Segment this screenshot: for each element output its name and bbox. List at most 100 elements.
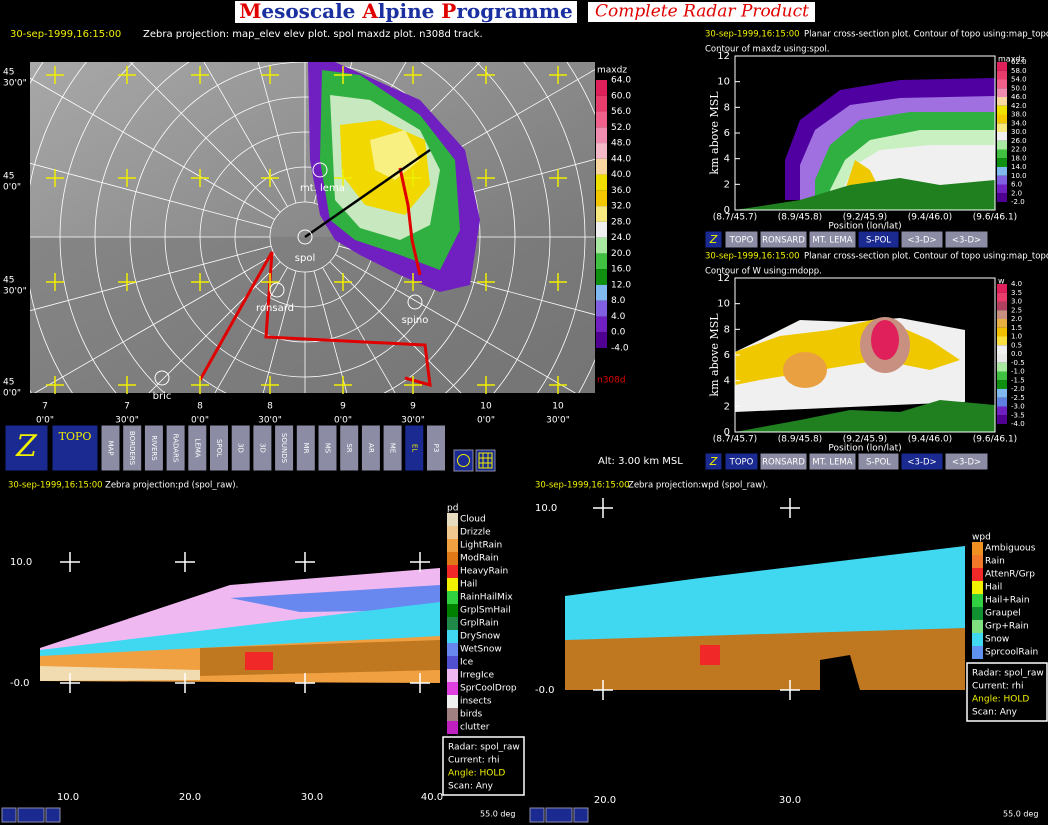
toolbar-button[interactable] — [209, 424, 229, 472]
section-button[interactable] — [857, 230, 900, 249]
panel-button[interactable] — [529, 807, 545, 823]
x-tick-label: (8.7/45.7) — [713, 213, 757, 223]
colorbar-label: 28.0 — [611, 217, 631, 227]
panel-button[interactable] — [17, 807, 45, 823]
grid-cross — [191, 66, 209, 84]
legend-swatch — [447, 552, 458, 565]
toolbar-button[interactable] — [143, 424, 164, 472]
colorbar-label: 38.0 — [1011, 111, 1027, 119]
status-line: Radar: spol_raw — [448, 743, 520, 753]
section-button[interactable] — [704, 452, 723, 471]
section-button[interactable] — [759, 452, 808, 471]
colorbar-label: 4.0 — [611, 312, 626, 322]
toolbar-button[interactable] — [122, 424, 143, 472]
section-button[interactable] — [759, 230, 808, 249]
section-button[interactable] — [808, 230, 857, 249]
colorbar-swatch — [596, 221, 607, 238]
colorbar-swatch — [596, 95, 607, 112]
angle-label: 55.0 deg — [480, 810, 515, 819]
toolbar-button[interactable] — [382, 424, 403, 472]
site-marker — [407, 294, 423, 310]
legend-label: Graupel — [985, 609, 1021, 619]
colorbar-label: 64.0 — [611, 76, 631, 86]
colorbar-label: 0.0 — [1011, 350, 1022, 358]
grid-cross — [46, 376, 64, 394]
button-label: SPOL — [215, 439, 223, 457]
toolbar-button[interactable] — [360, 424, 381, 472]
legend-swatch — [447, 695, 458, 708]
lat-label: 45 — [3, 378, 14, 388]
toolbar-button[interactable] — [165, 424, 186, 472]
toolbar-button[interactable] — [317, 424, 338, 472]
grid-cross — [191, 169, 209, 187]
legend-swatch — [447, 656, 458, 669]
legend-label: SprCoolDrop — [460, 684, 517, 694]
button-label: <3-D> — [907, 458, 936, 468]
y-tick-label: 4 — [724, 376, 730, 387]
legend-swatch — [972, 607, 983, 620]
colorbar-swatch — [997, 354, 1007, 363]
section-button[interactable] — [857, 452, 900, 471]
section-button[interactable] — [808, 452, 857, 471]
echo-core — [370, 130, 420, 180]
toolbar-button[interactable] — [404, 424, 425, 472]
colorbar-swatch — [997, 319, 1007, 328]
toolbar-button[interactable] — [453, 449, 474, 472]
panel-button[interactable] — [573, 807, 589, 823]
legend-swatch — [972, 542, 983, 555]
section-info: Planar cross-section plot. Contour of to… — [804, 30, 1048, 40]
lat-label: 30'0" — [3, 79, 27, 89]
button-label: TOPO — [729, 458, 754, 468]
azimuth-line — [329, 261, 462, 393]
colorbar-swatch — [997, 123, 1007, 132]
legend-swatch — [447, 539, 458, 552]
colorbar-swatch — [997, 158, 1007, 167]
section-button[interactable] — [724, 452, 759, 471]
toolbar-button[interactable] — [230, 424, 251, 472]
section-button[interactable] — [724, 230, 759, 249]
toolbar-button[interactable] — [475, 449, 496, 472]
x-tick-label: 30.0 — [779, 795, 801, 806]
toolbar-button[interactable] — [51, 424, 99, 472]
altitude-label: Alt: 3.00 km MSL — [598, 456, 683, 467]
colorbar-label: 1.0 — [1011, 333, 1022, 341]
colorbar-swatch — [596, 237, 607, 254]
toolbar-button[interactable] — [252, 424, 273, 472]
grid-cross — [175, 552, 195, 572]
toolbar-button[interactable] — [426, 424, 446, 472]
colorbar-label: 46.0 — [1011, 93, 1027, 101]
grid-cross — [477, 66, 495, 84]
lon-label: 7 — [42, 402, 48, 412]
section-button[interactable] — [944, 230, 989, 249]
toolbar-button[interactable] — [274, 424, 295, 472]
grid-cross — [60, 552, 80, 572]
toolbar-button[interactable] — [339, 424, 360, 472]
section-info: Contour of W using:mdopp. — [705, 267, 822, 277]
section-button[interactable] — [704, 230, 723, 249]
grid-cross — [593, 680, 613, 700]
legend-swatch — [447, 708, 458, 721]
colorbar-label: 8.0 — [611, 296, 626, 306]
y-tick-label: 8 — [724, 324, 730, 335]
panel-button[interactable] — [45, 807, 61, 823]
lon-label: 9 — [340, 402, 346, 412]
toolbar-button[interactable] — [295, 424, 316, 472]
site-marker — [269, 282, 285, 298]
legend-label: GrplSmHail — [460, 606, 511, 616]
panel-button[interactable] — [545, 807, 573, 823]
azimuth-line — [30, 245, 272, 312]
button-label: S-POL — [866, 236, 891, 246]
panel-button[interactable] — [1, 807, 17, 823]
section-button[interactable] — [900, 230, 944, 249]
azimuth-line — [214, 267, 288, 393]
button-label: 3D — [258, 443, 266, 453]
status-line: Current: rhi — [972, 682, 1023, 692]
toolbar-button[interactable] — [187, 424, 208, 472]
toolbar-button[interactable] — [100, 424, 121, 472]
toolbar-button[interactable] — [4, 424, 49, 472]
section-button[interactable] — [944, 452, 989, 471]
button-label: SR — [345, 443, 353, 452]
section-button[interactable] — [900, 452, 944, 471]
legend-swatch — [972, 620, 983, 633]
